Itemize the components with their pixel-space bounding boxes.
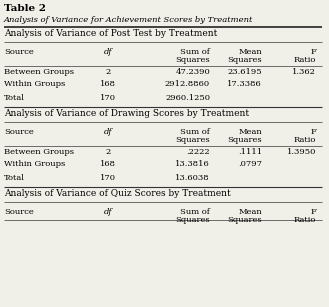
Text: Source: Source: [4, 208, 34, 216]
Text: Analysis of Variance for Achievement Scores by Treatment: Analysis of Variance for Achievement Sco…: [4, 16, 253, 24]
Text: 2912.8860: 2912.8860: [165, 80, 210, 88]
Text: Mean: Mean: [238, 208, 262, 216]
Text: df: df: [104, 48, 112, 56]
Text: Squares: Squares: [175, 56, 210, 64]
Text: F: F: [310, 208, 316, 216]
Text: Ratio: Ratio: [293, 136, 316, 144]
Text: 168: 168: [100, 80, 116, 88]
Text: Mean: Mean: [238, 128, 262, 136]
Text: Between Groups: Between Groups: [4, 68, 74, 76]
Text: df: df: [104, 128, 112, 136]
Text: 1.362: 1.362: [292, 68, 316, 76]
Text: Ratio: Ratio: [293, 56, 316, 64]
Text: Squares: Squares: [227, 56, 262, 64]
Text: .0797: .0797: [238, 161, 262, 169]
Text: Sum of: Sum of: [180, 48, 210, 56]
Text: 2: 2: [105, 68, 111, 76]
Text: 1.3950: 1.3950: [287, 147, 316, 156]
Text: Within Groups: Within Groups: [4, 80, 65, 88]
Text: Analysis of Variance of Post Test by Treatment: Analysis of Variance of Post Test by Tre…: [4, 29, 217, 38]
Text: df: df: [104, 208, 112, 216]
Text: 170: 170: [100, 173, 116, 181]
Text: Table 2: Table 2: [4, 4, 46, 13]
Text: 47.2390: 47.2390: [175, 68, 210, 76]
Text: F: F: [310, 48, 316, 56]
Text: Squares: Squares: [227, 136, 262, 144]
Text: 13.3816: 13.3816: [175, 161, 210, 169]
Text: Mean: Mean: [238, 48, 262, 56]
Text: 17.3386: 17.3386: [227, 80, 262, 88]
Text: Analysis of Variance of Drawing Scores by Treatment: Analysis of Variance of Drawing Scores b…: [4, 109, 249, 118]
Text: 2: 2: [105, 147, 111, 156]
Text: Total: Total: [4, 94, 25, 102]
Text: Squares: Squares: [175, 136, 210, 144]
Text: F: F: [310, 128, 316, 136]
Text: 13.6038: 13.6038: [175, 173, 210, 181]
Text: Squares: Squares: [227, 216, 262, 224]
Text: Source: Source: [4, 48, 34, 56]
Text: 170: 170: [100, 94, 116, 102]
Text: Squares: Squares: [175, 216, 210, 224]
Text: Total: Total: [4, 173, 25, 181]
Text: Within Groups: Within Groups: [4, 161, 65, 169]
Text: Sum of: Sum of: [180, 208, 210, 216]
Text: .1111: .1111: [238, 147, 262, 156]
Text: 2960.1250: 2960.1250: [165, 94, 210, 102]
Text: 168: 168: [100, 161, 116, 169]
Text: .2222: .2222: [186, 147, 210, 156]
Text: Analysis of Variance of Quiz Scores by Treatment: Analysis of Variance of Quiz Scores by T…: [4, 189, 231, 198]
Text: Sum of: Sum of: [180, 128, 210, 136]
Text: Ratio: Ratio: [293, 216, 316, 224]
Text: Between Groups: Between Groups: [4, 147, 74, 156]
Text: 23.6195: 23.6195: [227, 68, 262, 76]
Text: Source: Source: [4, 128, 34, 136]
